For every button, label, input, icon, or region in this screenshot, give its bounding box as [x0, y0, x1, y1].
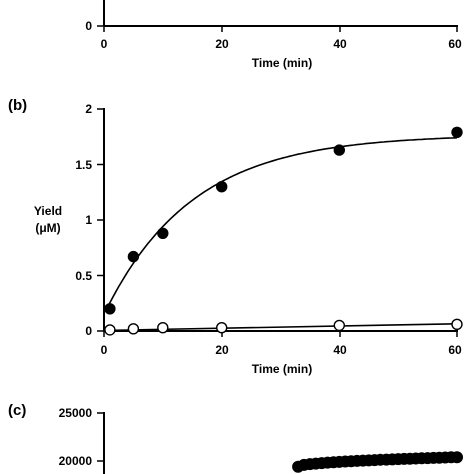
data-point-filled — [215, 180, 228, 193]
panel-b-x-tick-label: 60 — [448, 343, 462, 357]
panel-c-y-tick-label: 25000 — [59, 406, 93, 420]
data-point-open — [104, 324, 116, 336]
panel-a-x-tick-label: 40 — [333, 37, 347, 51]
data-point-open — [215, 322, 228, 334]
panel-a-x-tick-label: 0 — [101, 37, 108, 51]
panel-b-label: (b) — [8, 97, 27, 114]
panel-b-plot-area — [104, 126, 463, 336]
data-point-filled — [333, 144, 345, 156]
panel-a-y-tick-label: 0 — [85, 19, 92, 33]
data-point-filled — [104, 303, 116, 315]
panel-c: (c) 25000 20000 — [8, 402, 463, 474]
fit-curve-filled — [106, 137, 458, 309]
panel-b-x-tick-label: 20 — [215, 343, 229, 357]
data-point-filled — [451, 126, 463, 139]
panel-b-y-tick-label: 1 — [85, 213, 92, 227]
panel-a-x-tick-label: 60 — [448, 37, 462, 51]
data-point-filled — [451, 451, 463, 464]
panel-b-x-axis-title: Time (min) — [252, 362, 312, 376]
data-point-open — [127, 323, 140, 335]
data-point-open — [333, 319, 345, 332]
panel-b-y-axis-title-line2: (μM) — [35, 221, 60, 235]
panel-b-y-axis-title-line1: Yield — [34, 204, 62, 218]
panel-c-plot-area — [292, 451, 463, 473]
data-point-filled — [157, 227, 169, 240]
data-point-open — [451, 318, 463, 330]
panel-b-x-tick-label: 0 — [101, 343, 108, 357]
panel-a: 0 0 20 40 60 Time (min) — [85, 0, 462, 70]
panel-b-y-tick-label: 0 — [85, 324, 92, 338]
panel-b-y-tick-label: 2 — [85, 102, 92, 116]
panel-b: (b) 0 0.5 1 1.5 2 0 20 40 60 Time (min) … — [8, 97, 463, 376]
panel-b-y-tick-label: 0.5 — [75, 269, 92, 283]
data-point-filled — [127, 250, 140, 263]
panel-a-x-tick-label: 20 — [215, 37, 229, 51]
panel-b-x-tick-label: 40 — [333, 343, 347, 357]
data-point-open — [157, 322, 169, 334]
panel-b-y-tick-label: 1.5 — [75, 158, 92, 172]
panel-a-x-axis-title: Time (min) — [252, 56, 312, 70]
panel-c-label: (c) — [8, 402, 26, 419]
panel-c-y-tick-label: 20000 — [59, 454, 93, 468]
